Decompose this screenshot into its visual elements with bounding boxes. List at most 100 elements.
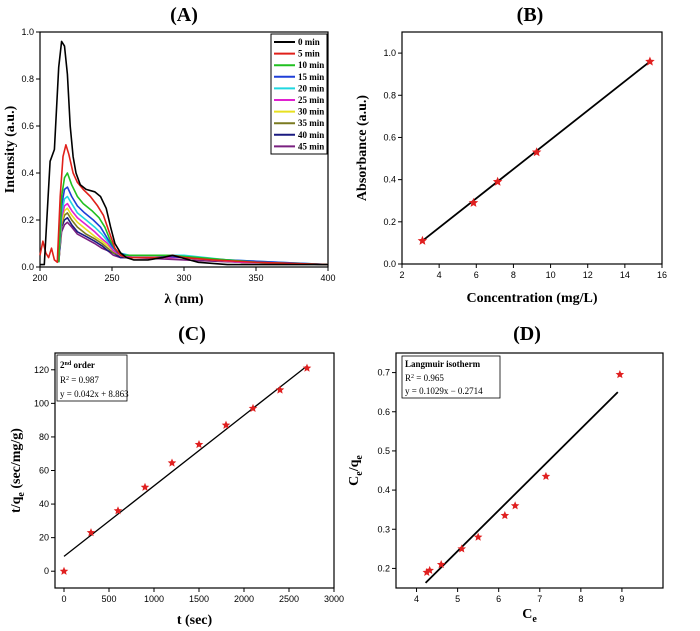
legend-label: 5 min [298,49,320,59]
data-point [468,197,479,207]
legend-label: 30 min [298,107,324,117]
y-tick-label: 0.2 [377,563,390,573]
x-tick-label: 4 [414,594,419,604]
data-point [645,56,655,66]
series-line-10-min [57,172,329,266]
data-point [510,501,520,510]
panel-B: (B) 2 4 6 8 10 12 14 16 0.0 0.2 0.4 0.6 0.8 1.0 Concent… [355,4,667,306]
panel-D-xlabel: Ce [522,607,537,625]
y-tick-label: 120 [34,365,49,375]
y-tick-label: 0.8 [21,74,34,84]
data-point [302,363,312,372]
data-point [436,560,446,569]
data-point [113,506,123,515]
legend-label: 35 min [298,118,324,128]
x-tick-label: 2 [399,270,404,280]
panel-D: (D) 4 5 6 7 8 9 0.2 0.3 0.4 0.5 0.6 0.7 Ce Ce/qe Langmu… [347,323,664,625]
panel-A-title: (A) [170,4,198,26]
y-tick-label: 100 [34,398,49,408]
panel-B-xlabel: Concentration (mg/L) [466,291,597,306]
series-line-5-min [39,144,329,266]
y-tick-label: 1.0 [383,48,396,58]
data-point [140,482,150,491]
data-point [457,544,466,553]
x-tick-label: 14 [620,270,630,280]
y-tick-label: 60 [39,466,49,476]
data-point [221,420,231,429]
x-tick-label: 2500 [279,594,299,604]
data-point [500,511,510,520]
x-tick-label: 4 [437,270,442,280]
x-tick-label: 6 [496,594,501,604]
panel-C-xlabel: t (sec) [177,613,213,628]
panel-A-series [39,40,329,266]
x-tick-label: 1000 [144,594,164,604]
data-point [615,370,625,379]
y-tick-label: 0.4 [377,485,390,495]
y-tick-label: 20 [39,533,49,543]
y-tick-label: 80 [39,432,49,442]
series-line-25-min [57,202,329,266]
legend-label: 20 min [298,83,324,93]
x-tick-label: 12 [583,270,593,280]
panel-C-ylabel: t/qe (sec/mg/g) [9,428,27,513]
data-point [86,528,96,537]
y-tick-label: 0.0 [21,262,34,272]
x-tick-label: 5 [455,594,460,604]
y-tick-label: 0.6 [377,407,390,417]
x-tick-label: 6 [474,270,479,280]
panel-B-ylabel: Absorbance (a.u.) [355,95,370,202]
annotation-r2: R2 = 0.987 [60,375,99,385]
fit-line [424,391,619,584]
data-point [541,471,551,481]
y-tick-label: 0.4 [21,168,34,178]
x-tick-label: 9 [619,594,624,604]
annotation-box [401,355,501,399]
annotation-equation: y = 0.1029x − 0.2714 [405,386,483,396]
y-tick-label: 0.6 [21,121,34,131]
panel-C-annotation: 2nd order R2 = 0.987 y = 0.042x + 8.863 [56,354,129,402]
y-tick-label: 0.6 [383,132,396,142]
y-tick-label: 0.7 [377,368,390,378]
data-point [492,176,503,186]
data-point [473,532,483,541]
x-tick-label: 350 [248,273,263,283]
x-tick-label: 7 [537,594,542,604]
panel-D-annotation: Langmuir isotherm R2 = 0.965 y = 0.1029x −… [401,355,501,399]
y-tick-label: 0 [44,566,49,576]
x-tick-label: 1500 [189,594,209,604]
x-tick-label: 200 [32,273,47,283]
data-point [59,566,69,575]
x-tick-label: 16 [657,270,667,280]
data-point [417,235,428,245]
panel-D-frame [395,352,664,589]
fit-line [63,365,308,557]
panel-D-title: (D) [513,323,541,345]
y-tick-label: 0.8 [383,90,396,100]
annotation-order: 2nd order [60,360,95,370]
data-point [248,403,258,413]
x-tick-label: 0 [61,594,66,604]
panel-B-title: (B) [517,4,544,26]
y-tick-label: 1.0 [21,27,34,37]
series-line-20-min [57,195,329,266]
legend-label: 45 min [298,141,324,151]
data-point [167,458,177,467]
x-tick-label: 400 [320,273,335,283]
x-tick-label: 10 [546,270,556,280]
panel-D-ylabel: Ce/qe [347,455,365,486]
series-line-15-min [57,186,329,266]
legend-label: 15 min [298,72,324,82]
panel-A-ylabel: Intensity (a.u.) [3,105,18,193]
annotation-r2: R2 = 0.965 [405,373,444,383]
x-tick-label: 8 [578,594,583,604]
data-point [275,385,285,394]
x-tick-label: 500 [101,594,116,604]
series-line-0-min [40,40,328,266]
data-point [531,147,542,157]
data-point [194,439,204,449]
data-point [422,567,432,576]
panel-A: (A) 200 250 300 350 400 0.0 0.2 0.4 0.6 0.8 1.0 λ (n… [3,4,336,307]
